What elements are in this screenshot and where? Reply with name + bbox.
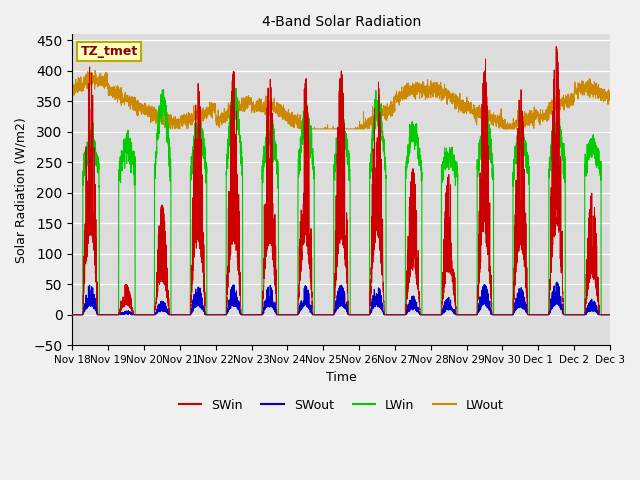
X-axis label: Time: Time <box>326 371 356 384</box>
Legend: SWin, SWout, LWin, LWout: SWin, SWout, LWin, LWout <box>173 394 509 417</box>
Text: TZ_tmet: TZ_tmet <box>81 45 138 58</box>
Title: 4-Band Solar Radiation: 4-Band Solar Radiation <box>262 15 421 29</box>
Y-axis label: Solar Radiation (W/m2): Solar Radiation (W/m2) <box>15 117 28 263</box>
